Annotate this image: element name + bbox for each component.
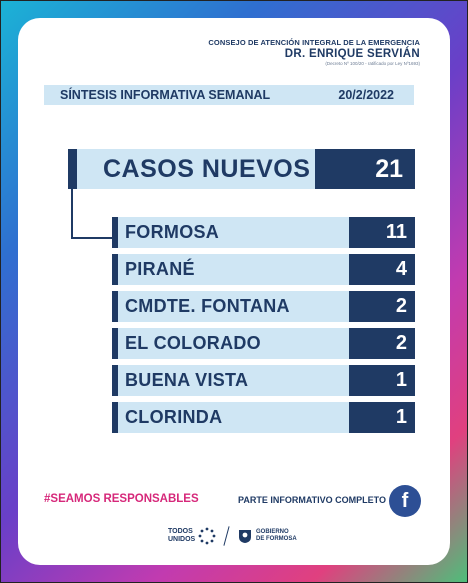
row-accent <box>112 365 118 396</box>
sun-icon <box>198 527 216 545</box>
todos-line2: UNIDOS <box>168 536 196 543</box>
city-label: BUENA VISTA <box>118 365 349 396</box>
council-decree: (Decreto Nº 100/20 - ratificado por Ley … <box>325 61 420 66</box>
total-accent <box>68 149 77 189</box>
city-label: CLORINDA <box>118 402 349 433</box>
synthesis-title: SÍNTESIS INFORMATIVA SEMANAL <box>60 88 271 102</box>
gob-line2: DE FORMOSA <box>256 536 297 542</box>
city-row: EL COLORADO 2 <box>112 328 415 359</box>
synthesis-date: 20/2/2022 <box>338 88 394 102</box>
hashtag: #SEAMOS RESPONSABLES <box>44 493 199 505</box>
city-value: 1 <box>349 402 415 433</box>
city-label: EL COLORADO <box>118 328 349 359</box>
header: CONSEJO DE ATENCIÓN INTEGRAL DE LA EMERG… <box>208 38 420 66</box>
city-value: 2 <box>349 328 415 359</box>
council-name: DR. ENRIQUE SERVIÁN <box>284 48 420 60</box>
city-label: PIRANÉ <box>118 254 349 285</box>
city-row: FORMOSA 11 <box>112 217 415 248</box>
city-label: FORMOSA <box>118 217 349 248</box>
city-label: CMDTE. FONTANA <box>118 291 349 322</box>
city-row: CMDTE. FONTANA 2 <box>112 291 415 322</box>
city-row: BUENA VISTA 1 <box>112 365 415 396</box>
council-title: CONSEJO DE ATENCIÓN INTEGRAL DE LA EMERG… <box>208 38 420 47</box>
gobierno-logo: GOBIERNO DE FORMOSA <box>256 529 297 543</box>
row-accent <box>112 402 118 433</box>
city-row: PIRANÉ 4 <box>112 254 415 285</box>
city-list: FORMOSA 11 PIRANÉ 4 CMDTE. FONTANA 2 EL … <box>112 217 415 439</box>
hashtag-prefix: #SEAMOS <box>44 493 104 505</box>
parte-informativo-link[interactable]: PARTE INFORMATIVO COMPLETO <box>238 495 386 505</box>
hashtag-bold: RESPONSABLES <box>103 493 199 505</box>
row-accent <box>112 291 118 322</box>
connector-line-vertical <box>71 189 73 238</box>
row-accent <box>112 254 118 285</box>
shield-icon <box>239 530 251 543</box>
todos-unidos-logo: TODOS UNIDOS <box>168 528 195 544</box>
city-value: 4 <box>349 254 415 285</box>
total-cases-row: CASOS NUEVOS 21 <box>68 149 415 189</box>
city-value: 1 <box>349 365 415 396</box>
connector-line-horizontal <box>71 237 113 239</box>
synthesis-bar: SÍNTESIS INFORMATIVA SEMANAL 20/2/2022 <box>44 85 414 105</box>
gob-line1: GOBIERNO <box>256 529 289 535</box>
city-value: 2 <box>349 291 415 322</box>
row-accent <box>112 328 118 359</box>
city-row: CLORINDA 1 <box>112 402 415 433</box>
total-value: 21 <box>315 149 415 189</box>
row-accent <box>112 217 118 248</box>
facebook-icon[interactable]: f <box>389 485 421 517</box>
facebook-glyph: f <box>401 489 409 512</box>
todos-line1: TODOS <box>168 528 193 535</box>
city-value: 11 <box>349 217 415 248</box>
